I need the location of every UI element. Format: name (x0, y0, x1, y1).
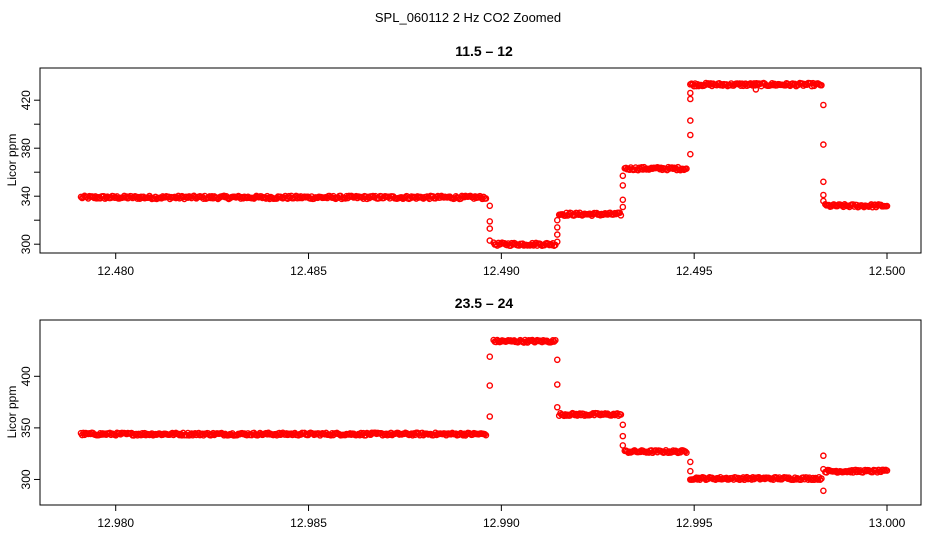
data-point (619, 182, 627, 189)
data-point (617, 212, 625, 219)
data-point (549, 337, 557, 344)
data-point (820, 452, 827, 460)
data-point (820, 178, 827, 186)
data-point (619, 432, 627, 440)
data-point (820, 487, 827, 495)
panel-2-points (77, 336, 891, 495)
y-tick-label: 420 (19, 90, 33, 110)
data-point (752, 86, 760, 93)
x-tick-label: 12.980 (97, 516, 134, 530)
figure-title: SPL_060112 2 Hz CO2 Zoomed (375, 10, 561, 25)
data-point (687, 150, 694, 158)
panel-1-x-axis: 12.480 12.485 12.490 12.495 12.500 (97, 253, 906, 278)
data-point (553, 381, 561, 388)
y-tick-label: 340 (19, 186, 33, 206)
data-point (486, 413, 494, 420)
data-point (883, 467, 891, 474)
data-point (687, 95, 694, 103)
data-point (482, 431, 490, 439)
data-point (883, 202, 891, 210)
x-tick-label: 12.985 (290, 516, 327, 530)
data-point (818, 475, 825, 482)
data-point (820, 101, 827, 109)
data-point (486, 382, 494, 389)
data-point (553, 216, 561, 224)
x-tick-label: 12.500 (869, 264, 906, 278)
data-point (687, 131, 694, 139)
y-tick-label: 380 (19, 138, 33, 158)
data-point (486, 202, 494, 210)
data-point (820, 197, 827, 205)
data-point (687, 467, 694, 475)
panel-2: 23.5 – 24 Licor ppm 12.980 12.985 12.990 12… (5, 295, 922, 530)
data-point (687, 458, 694, 466)
data-point (681, 448, 689, 455)
data-point (486, 237, 494, 244)
x-tick-label: 12.495 (676, 264, 713, 278)
data-point (619, 442, 627, 449)
data-point (683, 165, 690, 172)
data-point (553, 403, 561, 411)
panel-1: 11.5 – 12 Licor ppm 12.480 12.485 12.490 12… (5, 43, 922, 278)
x-tick-label: 12.490 (483, 264, 520, 278)
x-tick-label: 12.485 (290, 264, 327, 278)
panel-1-plot-frame (39, 67, 922, 254)
data-point (619, 203, 627, 211)
x-tick-label: 12.995 (676, 516, 713, 530)
data-point (820, 465, 827, 473)
panel-2-title: 23.5 – 24 (455, 295, 514, 311)
data-point (550, 338, 558, 345)
panel-1-y-axis: 300 340 380 420 (19, 90, 40, 254)
panel-1-points (77, 79, 891, 250)
panel-1-title: 11.5 – 12 (455, 43, 513, 59)
data-point (481, 430, 489, 438)
data-point (553, 231, 561, 238)
data-point (816, 476, 824, 483)
x-tick-label: 12.990 (483, 516, 520, 530)
panel-2-y-axis: 300 350 400 (19, 366, 40, 489)
panel-1-y-axis-label: Licor ppm (5, 134, 19, 187)
data-point (482, 195, 490, 202)
y-tick-label: 300 (19, 469, 33, 489)
data-point (619, 172, 627, 180)
data-point (553, 238, 561, 246)
panel-2-plot-frame (39, 319, 922, 506)
data-point (486, 353, 494, 361)
data-point (553, 224, 561, 231)
x-tick-label: 13.000 (869, 516, 906, 530)
data-point (619, 421, 627, 429)
data-point (619, 196, 627, 204)
data-point (683, 449, 690, 457)
data-point (486, 218, 494, 225)
data-point (486, 225, 494, 232)
data-point (552, 336, 559, 344)
y-tick-label: 300 (19, 234, 33, 254)
data-point (687, 89, 694, 97)
panel-2-y-axis-label: Licor ppm (5, 386, 19, 439)
data-point (820, 141, 827, 148)
data-point (820, 191, 827, 199)
x-tick-label: 12.480 (97, 264, 134, 278)
y-tick-label: 350 (19, 418, 33, 438)
panel-2-x-axis: 12.980 12.985 12.990 12.995 13.000 (97, 505, 906, 530)
data-point (617, 411, 625, 418)
y-tick-label: 400 (19, 366, 33, 386)
data-point (687, 117, 694, 124)
data-point (553, 356, 561, 364)
data-point (818, 81, 825, 89)
